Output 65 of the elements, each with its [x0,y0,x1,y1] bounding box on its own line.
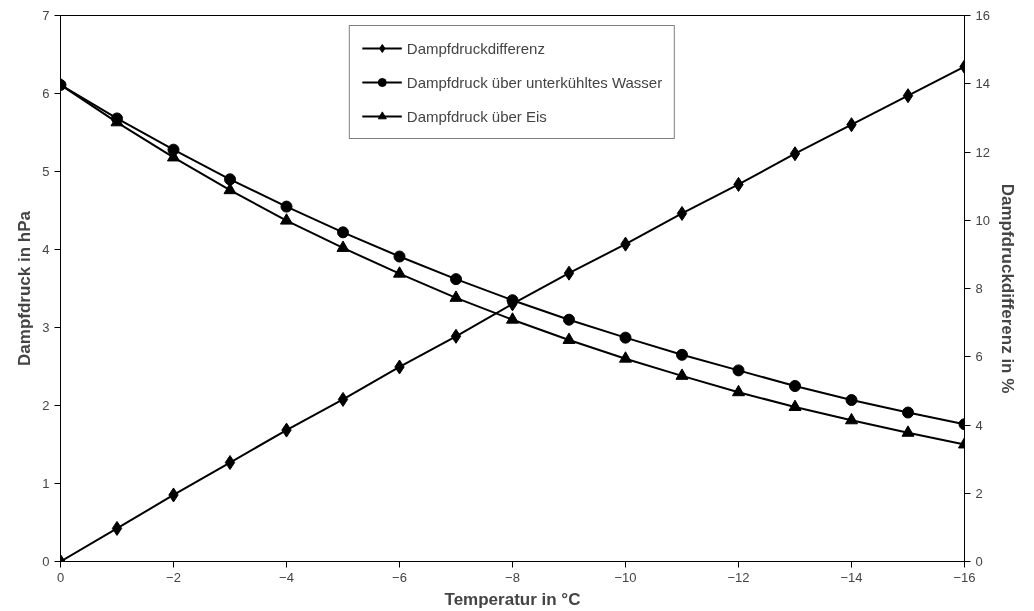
point [223,182,237,195]
point [676,205,688,221]
point [732,364,745,377]
y2-tick-label: 0 [975,554,983,569]
y-tick-label: 6 [42,86,50,101]
point [845,394,858,407]
point [562,332,576,344]
point [506,312,519,324]
point [619,331,632,344]
y2-tick-label: 12 [975,144,990,160]
point [224,173,236,186]
point [676,348,688,361]
point [563,265,575,281]
x-tick-label: 0 [56,569,65,585]
legend-label: Dampfdruck über unterkühltes Wasser [406,73,663,91]
x-axis-title: Temperatur in °C [444,589,581,609]
y2-tick-label: 16 [975,8,990,23]
point [280,200,293,213]
y2-axis-title: Dampfdruckdifferenz in % [997,183,1017,394]
point [336,240,350,252]
y2-tick-label: 2 [975,485,983,501]
point [393,250,406,263]
point [902,88,914,104]
y2-tick-label: 14 [975,76,990,92]
point [902,406,914,419]
point [901,425,915,437]
point [337,226,349,239]
y2-tick-label: 6 [975,349,983,365]
y-tick-label: 2 [42,398,50,413]
y-tick-label: 4 [42,242,50,257]
point [732,384,745,397]
x-tick-label: −16 [953,569,976,585]
x-tick-label: −10 [614,569,637,585]
x-tick-label: −8 [505,569,520,585]
y-tick-label: 1 [42,476,50,491]
point [449,290,463,302]
point [619,351,632,363]
y-tick-label: 5 [42,164,50,179]
point [337,391,349,407]
point [563,313,575,326]
y-tick-label: 3 [42,320,50,335]
y2-tick-label: 8 [975,281,983,296]
y-axis-title: Dampfdruck in hPa [15,210,35,366]
point [111,520,123,536]
x-tick-label: −4 [279,569,294,585]
legend-label: Dampfdruck über Eis [406,107,547,125]
point [789,146,801,162]
y-tick-label: 0 [42,554,50,569]
y2-tick-label: 4 [975,417,983,433]
point [789,380,801,392]
x-tick-label: −12 [727,569,750,585]
point [224,455,236,471]
point [788,399,802,412]
point [393,266,406,278]
point [450,273,462,286]
legend-label: Dampfdruckdifferenz [406,39,545,57]
y-tick-label: 7 [42,8,50,23]
point [675,368,689,380]
y2-tick-label: 10 [975,212,990,228]
point [280,213,293,225]
point [450,328,462,344]
x-tick-label: −14 [840,569,863,585]
x-tick-label: −6 [392,569,407,585]
point [845,412,858,425]
x-tick-label: −2 [166,569,181,585]
